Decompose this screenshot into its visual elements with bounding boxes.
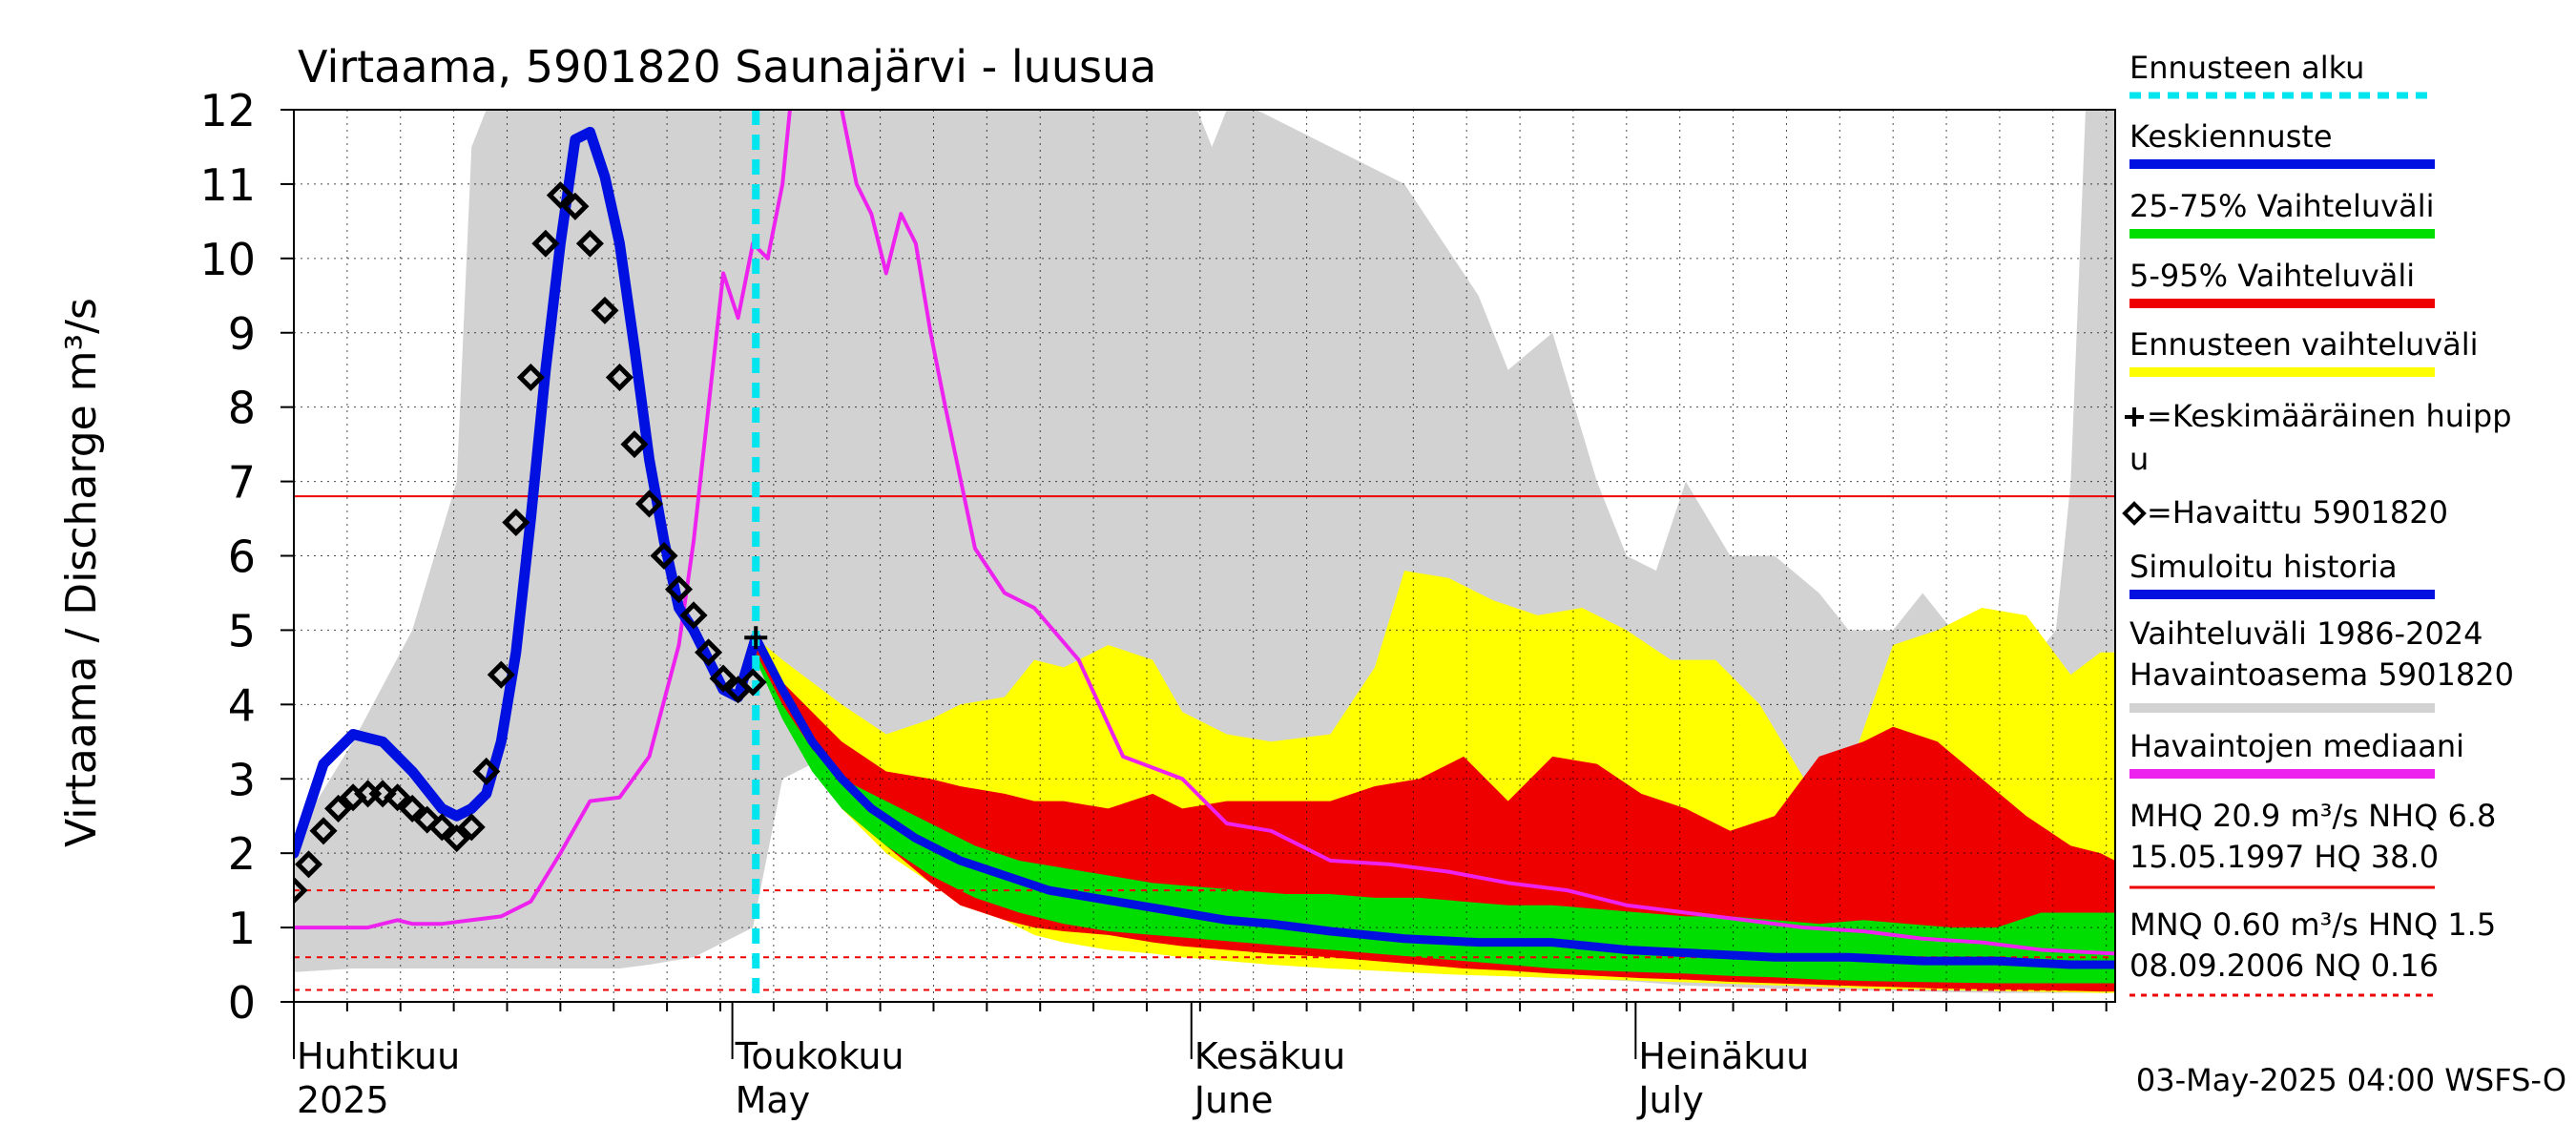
observed-point xyxy=(309,817,338,845)
chart-title: Virtaama, 5901820 Saunajärvi - luusua xyxy=(298,41,1156,93)
observed-point xyxy=(443,824,471,853)
x-month-label: Heinäkuu xyxy=(1638,1035,1809,1077)
observed-point xyxy=(738,668,767,697)
observed-point xyxy=(324,794,353,822)
observed-point xyxy=(679,601,708,630)
observed-point xyxy=(487,660,515,689)
legend-label: 5-95% Vaihteluväli xyxy=(2129,258,2415,294)
legend-label: Havaintojen mediaani xyxy=(2129,728,2464,764)
legend-label: MNQ 0.60 m³/s HNQ 1.5 xyxy=(2129,906,2496,943)
legend-label: Ennusteen alku xyxy=(2129,50,2364,86)
legend-plus-icon xyxy=(2125,407,2144,427)
y-tick-label: 7 xyxy=(228,457,256,509)
observed-point xyxy=(546,181,574,210)
axes: 0123456789101112Huhtikuu2025ToukokuuMayK… xyxy=(199,85,2108,1121)
y-tick-label: 9 xyxy=(228,308,256,360)
legend-label: Keskiennuste xyxy=(2129,118,2333,155)
observed-point xyxy=(413,805,442,834)
observed-point xyxy=(605,363,634,392)
legend-label: =Keskimääräinen huipp xyxy=(2147,398,2512,434)
line-havaintojen-mediaani xyxy=(294,110,2115,956)
legend-label-line2: 15.05.1997 HQ 38.0 xyxy=(2129,839,2439,875)
y-tick-label: 0 xyxy=(228,977,256,1029)
y-tick-label: 5 xyxy=(228,605,256,656)
observed-point xyxy=(620,430,649,459)
y-axis-label: Virtaama / Discharge m³/s xyxy=(57,298,106,847)
observed-point xyxy=(398,794,426,822)
plot-area xyxy=(294,110,2115,993)
observed-point xyxy=(664,575,694,604)
y-tick-label: 10 xyxy=(199,234,256,285)
legend-label: Simuloitu historia xyxy=(2129,549,2398,585)
grid xyxy=(293,110,2115,1002)
observed-point xyxy=(384,783,412,812)
legend: Ennusteen alku Keskiennuste 25-75% Vaihtel… xyxy=(2122,50,2514,997)
observed-point xyxy=(591,296,619,324)
legend-label: 25-75% Vaihteluväli xyxy=(2129,188,2434,224)
legend-label: Ennusteen vaihteluväli xyxy=(2129,326,2479,363)
x-month-sublabel: July xyxy=(1636,1079,1703,1121)
observed-point xyxy=(516,363,545,392)
y-tick-label: 8 xyxy=(228,383,256,434)
x-month-label: Kesäkuu xyxy=(1195,1035,1346,1077)
observed-point xyxy=(575,229,604,258)
observed-point xyxy=(709,664,737,693)
observed-point xyxy=(368,780,397,808)
legend-label-line2: u xyxy=(2129,441,2149,477)
y-tick-label: 6 xyxy=(228,531,256,583)
x-month-sublabel: 2025 xyxy=(297,1079,389,1121)
y-tick-label: 12 xyxy=(199,85,256,136)
observed-point xyxy=(531,229,560,258)
footer-timestamp: 03-May-2025 04:00 WSFS-O xyxy=(2136,1062,2566,1098)
y-tick-label: 1 xyxy=(228,903,256,954)
mean-peak-marker xyxy=(744,626,768,650)
legend-label: MHQ 20.9 m³/s NHQ 6.8 xyxy=(2129,798,2496,834)
observed-point xyxy=(502,508,530,536)
observed-point xyxy=(294,850,323,879)
legend-label-line2: Havaintoasema 5901820 xyxy=(2129,656,2514,693)
observed-point xyxy=(695,638,723,667)
observed-point xyxy=(472,757,501,785)
observed-point xyxy=(427,813,456,842)
x-month-sublabel: May xyxy=(736,1079,811,1121)
observed-point xyxy=(294,876,308,905)
legend-label-line2: 08.09.2006 NQ 0.16 xyxy=(2129,947,2439,984)
y-tick-label: 3 xyxy=(228,754,256,805)
y-tick-label: 2 xyxy=(228,828,256,880)
observed-point xyxy=(561,192,590,220)
x-month-sublabel: June xyxy=(1193,1079,1274,1121)
line-keskiennuste xyxy=(751,633,2115,969)
legend-label: Vaihteluväli 1986-2024 xyxy=(2129,615,2483,652)
y-tick-label: 11 xyxy=(199,159,256,211)
y-tick-label: 4 xyxy=(228,679,256,731)
observed-point xyxy=(634,489,664,518)
legend-label: =Havaittu 5901820 xyxy=(2147,494,2448,531)
x-month-label: Huhtikuu xyxy=(297,1035,460,1077)
series-lines xyxy=(294,110,2115,1002)
legend-diamond-icon xyxy=(2122,501,2147,526)
observed-point xyxy=(650,541,678,571)
observed-point xyxy=(457,813,486,842)
x-month-label: Toukokuu xyxy=(735,1035,904,1077)
